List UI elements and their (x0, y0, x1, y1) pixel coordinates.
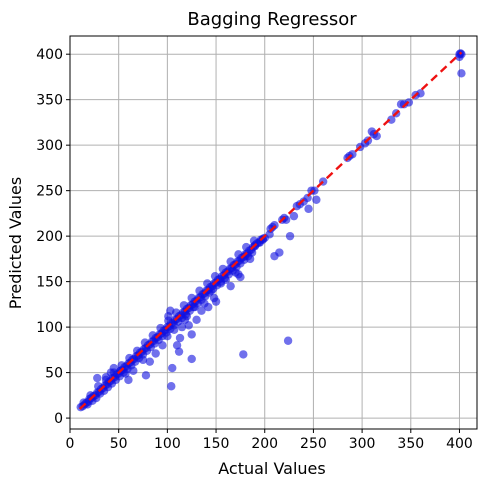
scatter-point (283, 336, 293, 345)
scatter-point (245, 254, 255, 264)
x-tick-label: 400 (446, 436, 473, 452)
scatter-point (226, 281, 235, 291)
scatter-point (218, 264, 228, 274)
scatter-point (151, 349, 160, 358)
scatter-point (156, 323, 165, 333)
scatter-point (239, 350, 248, 359)
scatter-point (203, 279, 212, 288)
y-tick-label: 400 (36, 47, 63, 63)
scatter-point (179, 301, 189, 310)
scatter-point (275, 248, 284, 257)
x-tick-label: 50 (110, 436, 128, 452)
x-tick-label: 300 (349, 436, 376, 452)
scatter-point (184, 321, 193, 330)
reference-line (78, 51, 463, 410)
scatter-point (211, 297, 221, 306)
grid-lines (69, 36, 477, 429)
scatter-point (141, 371, 151, 380)
x-tick-label: 350 (397, 436, 424, 452)
scatter-point (236, 272, 245, 282)
scatter-point (190, 302, 199, 312)
plot-frame (69, 35, 478, 430)
scatter-point (416, 89, 425, 98)
scatter-point (270, 221, 279, 230)
scatter-point (303, 193, 312, 203)
scatter-point (124, 375, 133, 385)
scatter-point (138, 355, 148, 365)
scatter-point (387, 115, 396, 124)
x-tick-label: 0 (66, 436, 75, 452)
scatter-point (285, 231, 295, 241)
y-tick-label: 0 (54, 411, 63, 427)
reference-line-group (78, 51, 463, 410)
scatter-point (129, 366, 138, 375)
y-tick-label: 300 (36, 138, 63, 154)
scatter-point (169, 325, 179, 335)
x-tick-label: 200 (251, 436, 278, 452)
scatter-point (204, 302, 213, 312)
scatter-point (304, 204, 313, 214)
scatter-point (197, 306, 206, 315)
scatter-point (172, 341, 182, 350)
scatter-point (192, 315, 201, 325)
scatter-point (174, 347, 184, 356)
scatter-point (455, 52, 464, 62)
chart-title: Bagging Regressor (187, 9, 357, 30)
scatter-point (148, 331, 157, 340)
scatter-point (121, 369, 130, 378)
scatter-point (182, 311, 192, 321)
scatter-point (166, 306, 175, 315)
scatter-point (167, 382, 176, 391)
scatter-point (187, 354, 196, 364)
y-axis-label: Predicted Values (6, 177, 25, 309)
scatter-point (234, 250, 243, 259)
y-tick-label: 200 (36, 229, 63, 245)
scatter-point (457, 69, 466, 78)
y-tick-label: 350 (36, 93, 63, 109)
x-tick-label: 100 (154, 436, 181, 452)
scatter-point (163, 332, 172, 341)
scatter-point (289, 211, 299, 221)
scatter-point (195, 286, 204, 295)
scatter-point (145, 357, 155, 366)
scatter-point (210, 271, 220, 281)
x-tick-label: 250 (300, 436, 327, 452)
x-tick-label: 150 (203, 436, 230, 452)
scatter-point (93, 373, 102, 383)
y-tick-label: 250 (36, 184, 63, 200)
scatter-point (168, 363, 177, 373)
scatter-point (187, 293, 196, 303)
scatter-point (177, 322, 187, 332)
y-axis-ticks: 0 50 100 150 200 250 300 350 400 (36, 47, 70, 427)
y-tick-label: 100 (36, 320, 63, 336)
scatter-point (247, 248, 257, 257)
y-tick-label: 150 (36, 275, 63, 291)
x-axis-label: Actual Values (218, 459, 325, 478)
scatter-point (175, 333, 185, 343)
y-tick-label: 50 (45, 366, 63, 382)
scatter-point (109, 363, 119, 373)
x-axis-ticks: 0 50 100 150 200 250 300 350 400 (66, 429, 473, 452)
scatter-point (187, 330, 196, 339)
scatter-point (312, 195, 321, 204)
scatter-point (221, 275, 230, 285)
scatter-point (242, 242, 251, 252)
scatter-point (158, 341, 167, 350)
scatter-point (226, 257, 235, 266)
